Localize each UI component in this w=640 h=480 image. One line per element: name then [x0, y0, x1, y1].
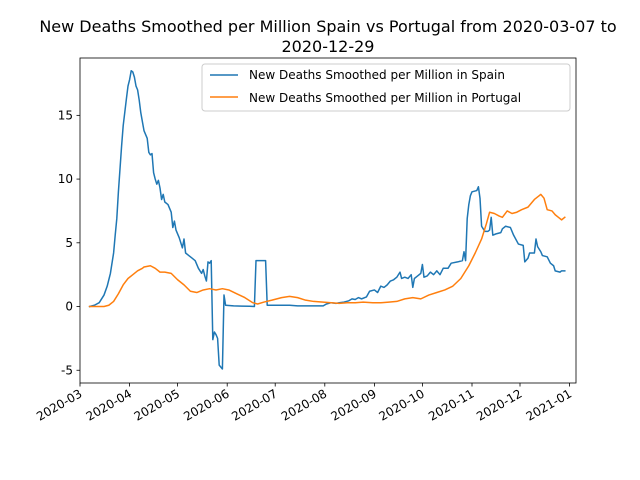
- legend-label-portugal: New Deaths Smoothed per Million in Portu…: [249, 91, 521, 105]
- x-tick-label: 2020-07: [229, 386, 279, 423]
- x-tick-label: 2020-12: [474, 386, 524, 423]
- y-tick-label: 0: [65, 300, 73, 314]
- y-tick-label: 10: [58, 172, 73, 186]
- series-line-0: [88, 70, 566, 370]
- plot-area: [88, 70, 566, 370]
- x-tick-label: 2020-10: [376, 386, 426, 423]
- x-tick-label: 2020-03: [34, 386, 84, 423]
- y-tick-label: -5: [61, 363, 73, 377]
- x-tick-label: 2020-11: [426, 386, 476, 423]
- x-tick-label: 2020-05: [132, 386, 182, 423]
- x-tick-label: 2020-08: [279, 386, 329, 423]
- chart-title-line-1: New Deaths Smoothed per Million Spain vs…: [39, 17, 616, 36]
- x-tick-label: 2021-01: [524, 386, 574, 423]
- axes-frame: [79, 57, 577, 384]
- chart-title-line-2: 2020-12-29: [282, 37, 375, 56]
- series-line-1: [88, 193, 566, 308]
- x-tick-label: 2020-06: [181, 386, 231, 423]
- x-tick-label: 2020-09: [328, 386, 378, 423]
- legend-label-spain: New Deaths Smoothed per Million in Spain: [249, 68, 505, 82]
- legend-box: [201, 63, 571, 112]
- legend: New Deaths Smoothed per Million in Spain…: [201, 63, 571, 112]
- y-axis: -5 0 5 10 15: [58, 108, 80, 377]
- y-tick-label: 15: [58, 108, 73, 122]
- x-tick-label: 2020-04: [84, 386, 134, 423]
- y-tick-label: 5: [65, 236, 73, 250]
